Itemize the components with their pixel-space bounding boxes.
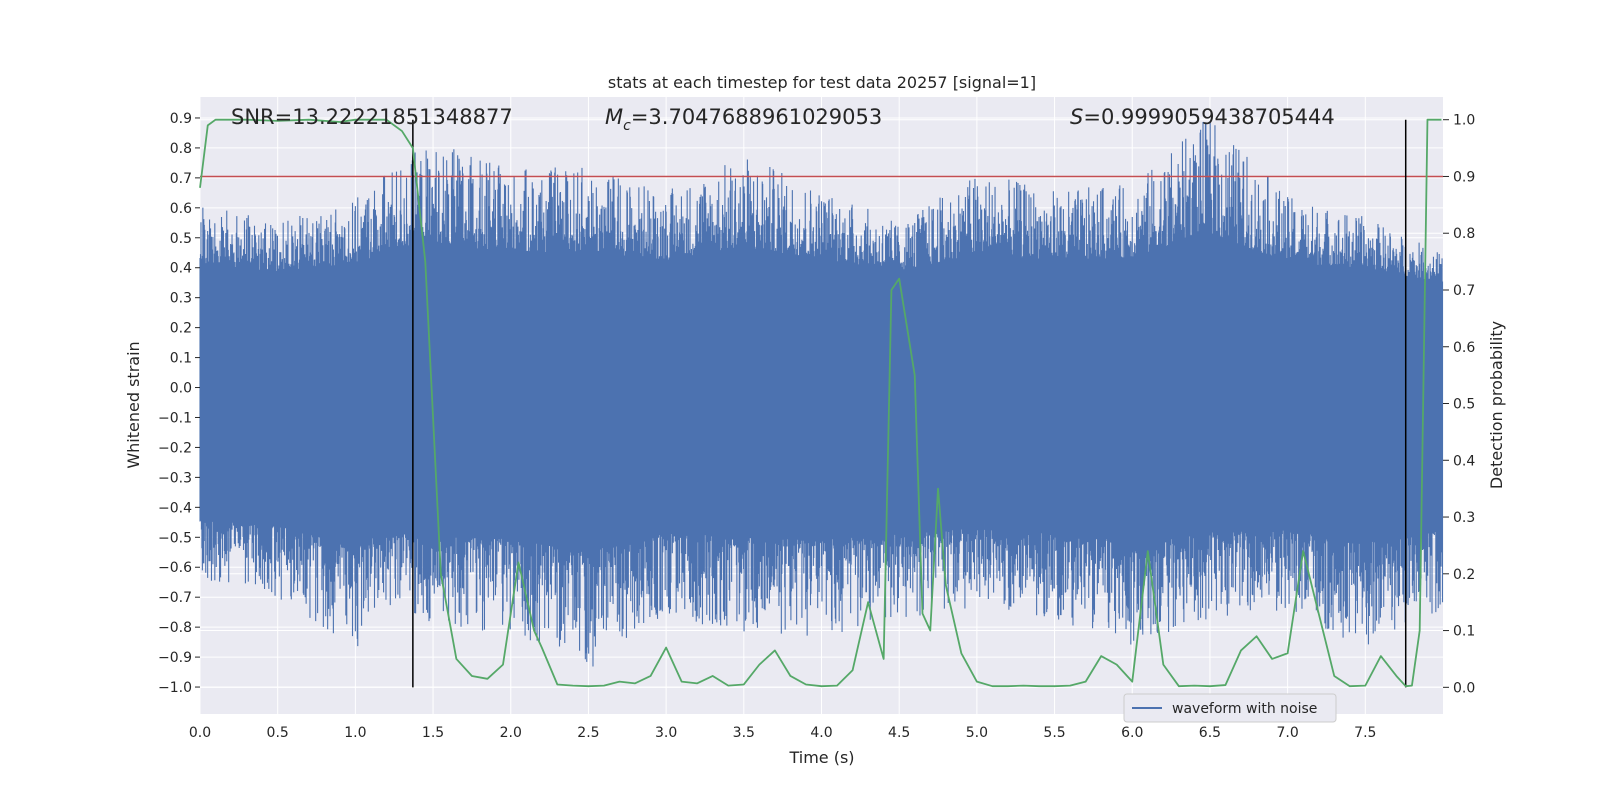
axes-ticks: 0.0 0.5 1.0 1.5 2.0 2.5 3.0 3.5 4.0 4.5 5.0 5.5 6.0 6… bbox=[158, 111, 1475, 741]
y-tick-label: −0.1 bbox=[158, 410, 192, 426]
snr-annotation: SNR=13.22221851348877 bbox=[231, 105, 513, 129]
y-tick-label: 0.6 bbox=[170, 201, 192, 217]
x-tick-label: 1.5 bbox=[422, 725, 444, 741]
y-tick-label: 0.0 bbox=[170, 381, 192, 397]
x-tick-label: 7.0 bbox=[1276, 725, 1298, 741]
y2-tick-label: 1.0 bbox=[1453, 113, 1475, 129]
x-tick-label: 2.5 bbox=[577, 725, 599, 741]
chirp-mass-annotation: Mc=3.7047688961029053 bbox=[605, 105, 882, 134]
legend-label-waveform: waveform with noise bbox=[1172, 701, 1317, 717]
s-annotation: S=0.9999059438705444 bbox=[1070, 105, 1335, 129]
x-tick-label: 2.0 bbox=[500, 725, 522, 741]
x-tick-label: 5.5 bbox=[1043, 725, 1065, 741]
y-tick-label: 0.7 bbox=[170, 171, 192, 187]
signal-bounds bbox=[412, 119, 1407, 688]
x-tick-label: 3.5 bbox=[733, 725, 755, 741]
x-tick-label: 1.0 bbox=[344, 725, 366, 741]
waveform-series bbox=[199, 120, 1444, 667]
x-tick-label: 3.0 bbox=[655, 725, 677, 741]
y2-tick-label: 0.3 bbox=[1453, 510, 1475, 526]
x-tick-label: 6.0 bbox=[1121, 725, 1143, 741]
y-tick-label: 0.5 bbox=[170, 231, 192, 247]
y2-axis-label: Detection probability bbox=[1487, 321, 1506, 489]
y2-tick-label: 0.1 bbox=[1453, 624, 1475, 640]
y-tick-label: −0.5 bbox=[158, 530, 192, 546]
probability-line bbox=[199, 118, 1442, 688]
y-tick-label: −0.6 bbox=[158, 560, 192, 576]
y2-tick-label: 0.5 bbox=[1453, 397, 1475, 413]
y2-tick-label: 0.6 bbox=[1453, 340, 1475, 356]
y-tick-label: 0.3 bbox=[170, 291, 192, 307]
x-tick-label: 0.5 bbox=[267, 725, 289, 741]
y-tick-label: −0.9 bbox=[158, 650, 192, 666]
waveform-line bbox=[199, 120, 1444, 667]
x-tick-label: 7.5 bbox=[1354, 725, 1376, 741]
y2-tick-label: 0.0 bbox=[1453, 680, 1475, 696]
y-tick-label: −0.3 bbox=[158, 470, 192, 486]
x-tick-label: 6.5 bbox=[1199, 725, 1221, 741]
legend: waveform with noise bbox=[1123, 693, 1337, 723]
y-tick-label: −0.4 bbox=[158, 500, 192, 516]
y2-tick-label: 0.8 bbox=[1453, 226, 1475, 242]
y-tick-label: −0.7 bbox=[158, 590, 192, 606]
x-tick-label: 5.0 bbox=[966, 725, 988, 741]
y-tick-label: 0.2 bbox=[170, 321, 192, 337]
legend-box bbox=[1123, 693, 1337, 723]
y2-tick-label: 0.2 bbox=[1453, 567, 1475, 583]
s-value: =0.9999059438705444 bbox=[1083, 105, 1334, 129]
x-tick-label: 4.0 bbox=[810, 725, 832, 741]
x-axis-label: Time (s) bbox=[788, 748, 854, 767]
y-tick-label: −0.8 bbox=[158, 620, 192, 636]
x-tick-label: 0.0 bbox=[189, 725, 211, 741]
chirp-mass-value: =3.7047688961029053 bbox=[631, 105, 882, 129]
probability-series bbox=[199, 118, 1442, 688]
y2-tick-label: 0.7 bbox=[1453, 283, 1475, 299]
y2-tick-label: 0.4 bbox=[1453, 453, 1475, 469]
y-tick-label: 0.9 bbox=[170, 111, 192, 127]
y-tick-label: 0.8 bbox=[170, 141, 192, 157]
chart-title: stats at each timestep for test data 202… bbox=[608, 73, 1036, 92]
y-axis-label: Whitened strain bbox=[124, 341, 143, 468]
y-tick-label: −0.2 bbox=[158, 440, 192, 456]
y-tick-label: 0.1 bbox=[170, 351, 192, 367]
y-tick-label: −1.0 bbox=[158, 680, 192, 696]
y-tick-label: 0.4 bbox=[170, 261, 192, 277]
y2-tick-label: 0.9 bbox=[1453, 169, 1475, 185]
x-tick-label: 4.5 bbox=[888, 725, 910, 741]
